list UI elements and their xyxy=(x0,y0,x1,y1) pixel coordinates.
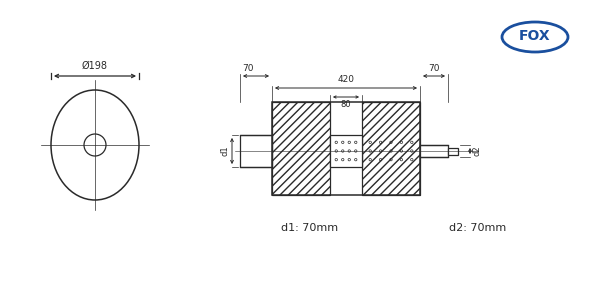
Text: FOX: FOX xyxy=(519,29,551,43)
Text: Ø198: Ø198 xyxy=(82,61,108,71)
Bar xyxy=(272,102,330,195)
Text: 70: 70 xyxy=(428,64,440,73)
Bar xyxy=(420,145,448,157)
Text: 70: 70 xyxy=(242,64,254,73)
Ellipse shape xyxy=(502,22,568,52)
Text: d2: 70mm: d2: 70mm xyxy=(449,223,506,233)
Text: 420: 420 xyxy=(337,75,355,84)
Bar xyxy=(448,148,458,154)
Bar xyxy=(330,135,362,167)
Text: d1: d1 xyxy=(220,146,229,156)
Bar xyxy=(240,135,272,167)
Bar xyxy=(272,102,420,195)
Text: d2: d2 xyxy=(473,146,482,156)
Text: d1: 70mm: d1: 70mm xyxy=(281,223,338,233)
Text: 80: 80 xyxy=(341,100,352,109)
Bar xyxy=(362,102,420,195)
